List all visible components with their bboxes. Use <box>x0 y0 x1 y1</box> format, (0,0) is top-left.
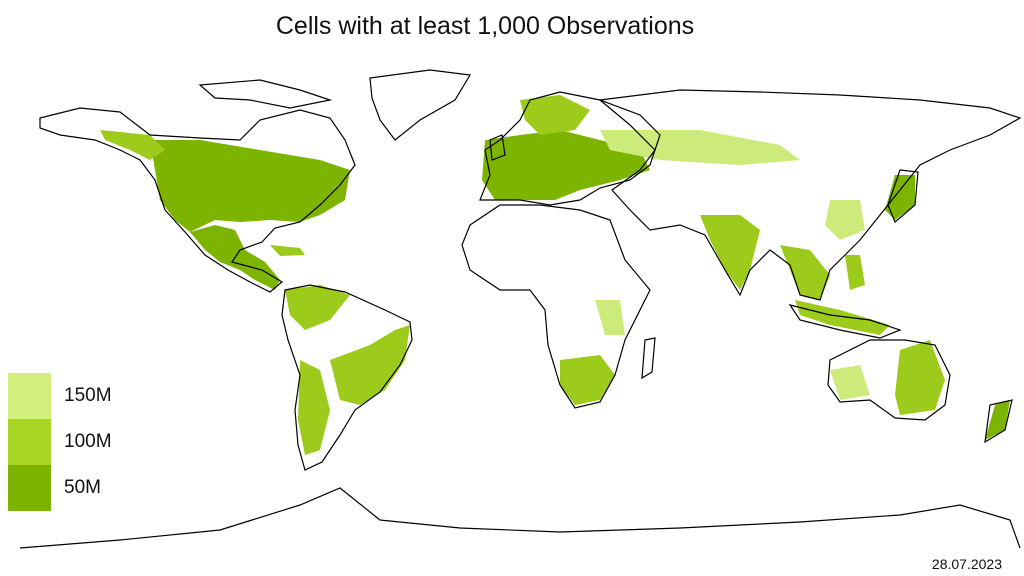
outline-madagascar <box>641 337 656 380</box>
legend-label-150m: 150M <box>64 385 112 406</box>
world-map <box>19 69 1022 549</box>
outline-arctic-islands <box>198 79 333 109</box>
density-south-america-south <box>298 360 330 455</box>
map-legend: 150M 100M 50M <box>8 373 138 511</box>
outline-antarctica <box>19 487 1021 549</box>
outline-south-america <box>281 284 413 471</box>
density-africa-east <box>595 300 625 335</box>
density-indonesia <box>795 300 890 335</box>
density-africa-south <box>560 355 615 405</box>
legend-swatch-50m <box>8 465 51 511</box>
coastline-layer <box>19 69 1022 549</box>
density-scandinavia <box>520 95 590 135</box>
density-southeast-asia <box>780 245 830 300</box>
date-stamp: 28.07.2023 <box>931 556 1002 572</box>
outline-africa <box>461 204 651 409</box>
density-china-east <box>825 200 865 240</box>
density-north-america <box>150 140 350 232</box>
legend-label-50m: 50M <box>64 477 101 498</box>
outline-indonesia <box>788 304 902 339</box>
density-europe <box>482 130 650 200</box>
outline-japan <box>887 169 919 223</box>
outline-europe <box>479 91 661 206</box>
density-south-america-east <box>330 325 410 405</box>
density-australia-west <box>830 365 870 400</box>
outline-uk <box>489 134 506 161</box>
outline-north-america <box>39 107 356 293</box>
density-new-zealand <box>985 400 1010 440</box>
density-south-america-north <box>285 285 350 330</box>
density-india <box>700 215 760 290</box>
density-alaska-canada-west <box>100 130 165 160</box>
outline-new-zealand <box>984 399 1013 444</box>
outline-australia <box>827 339 951 421</box>
map-title: Cells with at least 1,000 Observations <box>275 12 695 40</box>
legend-swatch-100m <box>8 419 51 465</box>
legend-swatch-150m <box>8 373 51 419</box>
density-caribbean <box>270 245 305 256</box>
density-japan <box>885 175 915 220</box>
density-philippines <box>845 255 865 290</box>
density-australia-east <box>895 340 945 415</box>
legend-label-100m: 100M <box>64 431 112 452</box>
outline-greenland <box>369 69 471 141</box>
outline-asia <box>598 89 1022 301</box>
